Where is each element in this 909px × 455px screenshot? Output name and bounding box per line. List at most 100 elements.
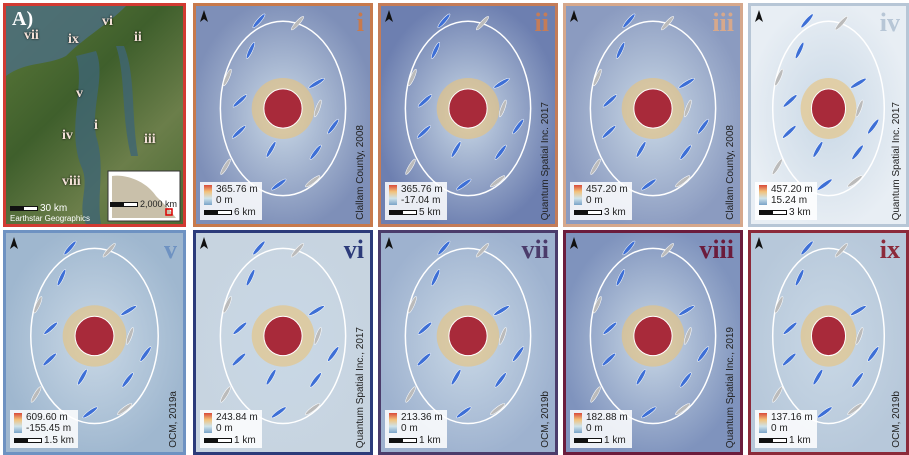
lineation — [812, 368, 823, 386]
scale-bar: 3 km — [574, 207, 628, 218]
slide — [633, 88, 673, 129]
panel-label: vii — [521, 235, 549, 264]
lineation — [812, 141, 823, 158]
lineation — [774, 296, 784, 314]
site-label: ii — [134, 30, 142, 45]
credit: Quantum Spatial Inc. 2017 — [891, 101, 902, 220]
slide — [74, 315, 115, 357]
slide — [448, 315, 488, 357]
panel-label: A) — [12, 8, 34, 30]
site-label: iii — [144, 132, 156, 147]
panel-label: iv — [879, 8, 900, 37]
lineation — [774, 68, 784, 86]
boundary — [30, 247, 159, 425]
legend-max: 137.16 m — [771, 412, 813, 423]
lineation — [512, 346, 524, 362]
legend-min: -17.04 m — [401, 195, 441, 206]
lineation — [417, 321, 432, 335]
lineation — [498, 99, 507, 118]
lineation — [867, 118, 879, 135]
lineation — [683, 327, 692, 345]
lineation — [782, 352, 797, 367]
lineation — [636, 368, 647, 386]
lineation — [616, 269, 626, 287]
lineation — [126, 327, 134, 345]
lineation — [271, 406, 287, 419]
north-arrow — [570, 237, 578, 249]
lineation — [593, 68, 602, 86]
legend-swatch — [204, 413, 212, 433]
lineation — [494, 144, 507, 160]
site-label: vi — [102, 14, 113, 29]
lineation — [271, 178, 287, 191]
legend-min: 0 m — [401, 423, 418, 434]
map-panel: ii Quantum Spatial Inc. 2017 365.76 m -17.0… — [378, 3, 558, 227]
lineation — [139, 346, 152, 362]
lineation — [817, 178, 833, 191]
credit: OCM, 2019b — [891, 391, 902, 448]
lineation — [291, 243, 304, 258]
lineation — [417, 94, 432, 108]
legend-max: 457.20 m — [586, 184, 628, 195]
lineation — [490, 403, 506, 416]
slide — [810, 315, 847, 357]
legend-min: 0 m — [216, 423, 233, 434]
lineation — [416, 352, 431, 367]
legend-swatch — [204, 185, 212, 205]
lineation — [77, 368, 88, 386]
terrain — [385, 237, 532, 425]
lineation — [834, 243, 848, 258]
legend-min: 0 m — [586, 195, 603, 206]
lineation — [57, 269, 66, 287]
lineation — [63, 240, 77, 256]
site-label: vii — [24, 28, 39, 43]
slide — [810, 88, 847, 129]
lineation — [850, 78, 867, 89]
lineation — [855, 99, 864, 118]
lineation — [327, 346, 339, 362]
lineation — [679, 144, 692, 160]
legend-min: 0 m — [216, 195, 233, 206]
terrain — [200, 10, 347, 197]
lineation — [601, 352, 616, 367]
boundary — [771, 247, 886, 425]
lineation — [602, 321, 617, 335]
boundary — [219, 20, 347, 197]
lineation — [117, 403, 133, 416]
north-arrow — [200, 10, 208, 22]
lineation — [456, 406, 472, 419]
lineation — [847, 403, 863, 416]
lineation — [783, 94, 798, 108]
scale-bar: 5 km — [389, 207, 443, 218]
terrain — [570, 10, 717, 197]
lineation — [121, 372, 134, 388]
scale-bar: 3 km — [759, 207, 813, 218]
legend-min: 0 m — [586, 423, 603, 434]
lineation — [408, 68, 417, 86]
terrain — [10, 237, 159, 425]
lineation — [43, 321, 58, 335]
lineation — [451, 368, 462, 386]
legend: 609.60 m -155.45 m 1.5 km — [10, 410, 79, 448]
lineation — [308, 78, 325, 89]
legend-swatch — [389, 413, 397, 433]
lineation — [232, 94, 247, 108]
lineation — [675, 175, 691, 188]
lineation — [42, 352, 57, 367]
lineation — [683, 99, 692, 118]
panel-label: v — [164, 235, 177, 264]
lineation — [675, 403, 691, 416]
slide — [263, 88, 303, 129]
legend-swatch — [759, 185, 767, 205]
lineation — [327, 118, 339, 135]
site-label: ix — [68, 32, 79, 47]
lineation — [246, 41, 256, 59]
lineation — [850, 305, 867, 316]
lineation — [772, 386, 783, 403]
